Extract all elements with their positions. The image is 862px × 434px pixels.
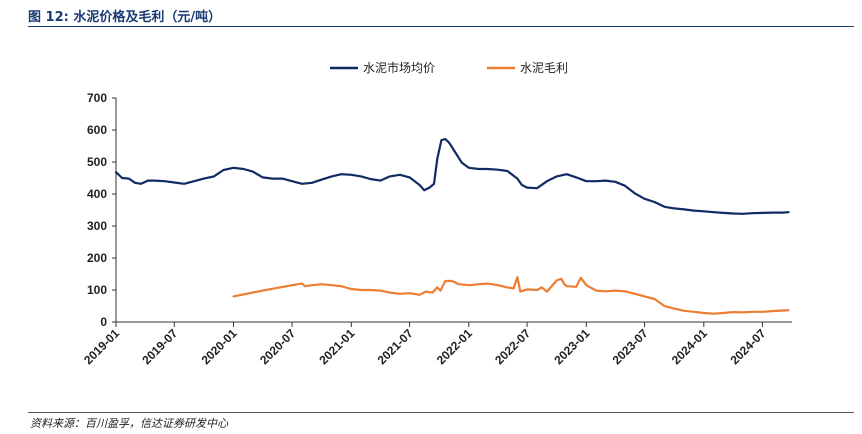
x-tick-label: 2024-07 (727, 326, 768, 367)
y-tick-label: 100 (87, 283, 107, 297)
y-tick-label: 700 (87, 91, 107, 105)
y-tick-label: 300 (87, 219, 107, 233)
figure-title: 图 12: 水泥价格及毛利（元/吨） (28, 10, 222, 25)
title-rule (28, 26, 854, 27)
series-line-1 (114, 137, 790, 215)
x-tick-label: 2023-07 (610, 326, 651, 367)
series-layer (114, 137, 790, 315)
x-tick-label: 2022-07 (492, 326, 533, 367)
x-tick-label: 2019-07 (139, 326, 180, 367)
y-tick-label: 600 (87, 123, 107, 137)
x-tick-label: 2024-01 (669, 326, 710, 367)
x-tick-label: 2022-01 (434, 326, 475, 367)
series-line-2 (232, 276, 790, 315)
y-tick-label: 500 (87, 155, 107, 169)
y-tick-label: 200 (87, 251, 107, 265)
y-tick-label: 400 (87, 187, 107, 201)
x-tick-label: 2021-01 (316, 326, 357, 367)
legend-label-2: 水泥毛利 (520, 61, 568, 75)
legend: 水泥市场均价 水泥毛利 (330, 60, 568, 75)
x-axis: 2019-01 2019-07 2020-01 2020-07 2021-01 2021-… (81, 321, 792, 367)
x-tick-label: 2019-01 (81, 326, 122, 367)
source-note: 资料来源：百川盈孚，信达证券研发中心 (30, 417, 228, 430)
x-tick-label: 2020-07 (257, 326, 298, 367)
legend-label-1: 水泥市场均价 (363, 60, 435, 75)
x-tick-label: 2020-01 (199, 326, 240, 367)
x-tick-label: 2023-01 (551, 326, 592, 367)
x-tick-label: 2021-07 (375, 326, 416, 367)
y-tick-label: 0 (100, 315, 107, 329)
source-rule (28, 412, 854, 413)
y-axis: 0 100 200 300 400 500 600 700 (87, 91, 117, 329)
